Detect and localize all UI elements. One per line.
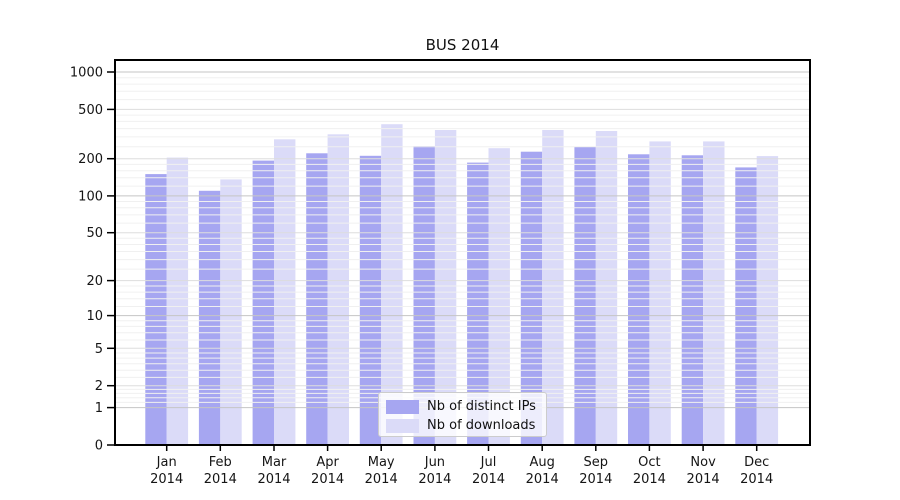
axes-group — [107, 59, 811, 451]
chart-title: BUS 2014 — [425, 36, 500, 54]
bar-downloads-dec — [756, 156, 779, 445]
bar-ips-may — [359, 155, 382, 446]
bar-ips-jul — [467, 162, 489, 445]
bar-ips-sep — [574, 146, 596, 445]
bar-downloads-jun — [434, 130, 457, 445]
bar-ips-mar — [252, 160, 274, 445]
legend-swatch-downloads — [386, 418, 419, 433]
y-tick-label: 500 — [78, 103, 103, 118]
bar-ips-feb — [198, 190, 221, 445]
bars-group — [145, 124, 779, 446]
x-tick-label-year: 2014 — [150, 472, 183, 487]
x-tick-label: Feb — [209, 455, 232, 470]
plot-border — [114, 59, 811, 446]
x-tick-label: Jan — [156, 455, 177, 470]
bar-downloads-jul — [488, 148, 510, 445]
y-tick-label: 5 — [95, 342, 103, 357]
bar-downloads-apr — [327, 134, 349, 446]
legend-item-downloads: Nb of downloads — [386, 416, 546, 435]
x-tick-label-year: 2014 — [204, 472, 237, 487]
x-tick-label: Nov — [690, 455, 716, 470]
y-tick-label: 1 — [95, 401, 103, 416]
bar-downloads-nov — [703, 141, 725, 445]
bar-ips-nov — [681, 155, 704, 446]
legend-label-distinct-ips: Nb of distinct IPs — [427, 399, 536, 414]
x-tick-label-year: 2014 — [633, 472, 666, 487]
labels-group: 0 1 2 5 10 20 50 100 200 500 1000 Jan 2014 Feb 2014 Mar… — [70, 66, 773, 488]
x-tick-label-year: 2014 — [311, 472, 344, 487]
bar-downloads-oct — [649, 141, 671, 445]
x-tick-label-year: 2014 — [257, 472, 290, 487]
x-tick-label-year: 2014 — [579, 472, 612, 487]
x-tick-label: Apr — [316, 455, 339, 470]
gridlines-group — [115, 71, 810, 409]
bar-downloads-jan — [166, 157, 189, 445]
bar-downloads-may — [381, 124, 403, 445]
x-tick-label: Sep — [584, 455, 609, 470]
x-tick-label: Mar — [262, 455, 287, 470]
y-tick-label: 2 — [95, 379, 103, 394]
y-tick-label: 200 — [78, 152, 103, 167]
y-tick-label: 1000 — [70, 66, 103, 81]
x-tick-label: Jun — [424, 455, 445, 470]
y-tick-label: 100 — [78, 189, 103, 204]
legend: Nb of distinct IPs Nb of downloads — [378, 392, 547, 437]
x-tick-label-year: 2014 — [418, 472, 451, 487]
x-tick-label: Oct — [638, 455, 660, 470]
x-tick-label: Aug — [530, 455, 555, 470]
bar-downloads-sep — [595, 131, 618, 445]
bar-ips-oct — [628, 154, 650, 446]
x-tick-label-year: 2014 — [472, 472, 505, 487]
legend-item-distinct-ips: Nb of distinct IPs — [386, 397, 546, 416]
x-tick-label-year: 2014 — [740, 472, 773, 487]
y-tick-label: 10 — [86, 309, 103, 324]
x-tick-label-year: 2014 — [526, 472, 559, 487]
legend-swatch-distinct-ips — [386, 399, 419, 414]
legend-label-downloads: Nb of downloads — [427, 418, 536, 433]
bar-downloads-aug — [542, 130, 564, 445]
y-tick-label: 20 — [86, 274, 103, 289]
x-tick-label-year: 2014 — [687, 472, 720, 487]
x-tick-label: Jul — [480, 455, 497, 470]
x-tick-label-year: 2014 — [365, 472, 398, 487]
y-tick-label: 0 — [95, 439, 103, 454]
bar-downloads-feb — [220, 179, 242, 445]
x-tick-label: Dec — [744, 455, 769, 470]
y-tick-label: 50 — [86, 226, 103, 241]
x-tick-label: May — [368, 455, 395, 470]
